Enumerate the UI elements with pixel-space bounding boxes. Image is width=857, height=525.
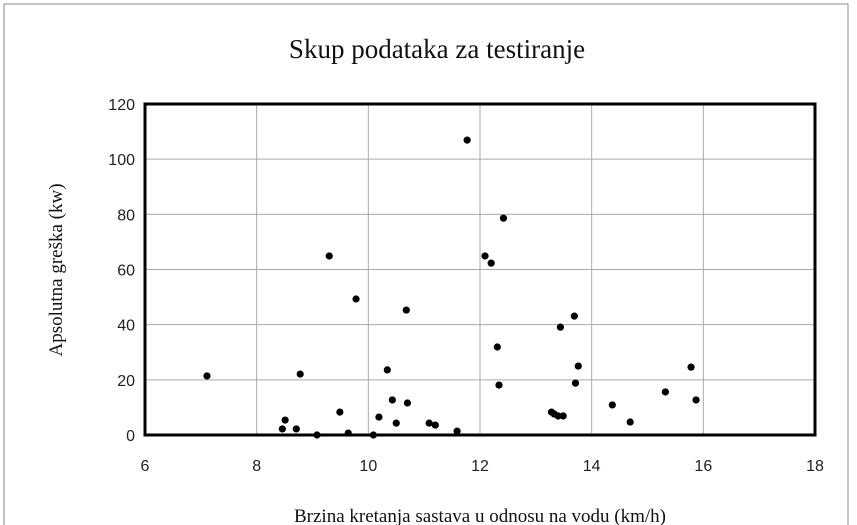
point xyxy=(431,421,439,429)
point xyxy=(570,312,578,320)
point xyxy=(281,416,289,424)
point xyxy=(336,408,344,416)
point xyxy=(453,427,461,435)
point xyxy=(203,372,211,380)
point xyxy=(296,370,304,378)
point xyxy=(661,388,669,396)
y-tick-label: 120 xyxy=(108,97,135,114)
point xyxy=(388,396,396,404)
point xyxy=(344,429,352,437)
y-tick-label: 60 xyxy=(117,263,135,280)
plot-border xyxy=(143,102,817,437)
x-tick-label: 10 xyxy=(359,458,377,475)
x-tick-label: 16 xyxy=(694,458,712,475)
y-axis-label: Apsolutna greška (kw) xyxy=(46,183,67,356)
y-tick-label: 40 xyxy=(117,318,135,335)
point xyxy=(499,214,508,222)
x-axis-label: Brzina kretanja sastava u odnosu na vodu… xyxy=(294,506,666,525)
point xyxy=(574,362,582,370)
chart-title: Skup podataka za testiranje xyxy=(289,34,585,64)
point xyxy=(403,399,412,407)
point xyxy=(313,431,321,439)
point xyxy=(626,418,634,426)
point xyxy=(292,425,300,433)
point xyxy=(692,396,700,404)
point xyxy=(487,259,495,267)
x-tick-label: 8 xyxy=(252,458,261,475)
point xyxy=(425,419,433,427)
point xyxy=(383,366,391,374)
point xyxy=(559,412,567,420)
y-tick-label: 80 xyxy=(117,207,135,224)
point xyxy=(278,425,286,433)
point xyxy=(493,343,501,351)
point xyxy=(375,413,383,421)
point xyxy=(608,401,616,409)
point xyxy=(554,412,562,420)
point xyxy=(687,363,695,371)
y-tick-label: 0 xyxy=(126,428,135,445)
point xyxy=(463,136,471,144)
x-tick-label: 14 xyxy=(583,458,601,475)
x-tick-label: 12 xyxy=(471,458,489,475)
y-tick-label: 20 xyxy=(117,373,135,390)
point xyxy=(402,306,410,314)
point xyxy=(369,431,377,439)
x-tick-label: 6 xyxy=(141,458,150,475)
point xyxy=(495,381,503,389)
y-tick-label: 100 xyxy=(108,152,135,169)
point xyxy=(481,252,489,260)
point xyxy=(392,419,400,427)
point xyxy=(325,252,333,260)
x-tick-label: 18 xyxy=(806,458,824,475)
point xyxy=(352,295,360,303)
point xyxy=(556,323,565,331)
point xyxy=(571,379,580,387)
